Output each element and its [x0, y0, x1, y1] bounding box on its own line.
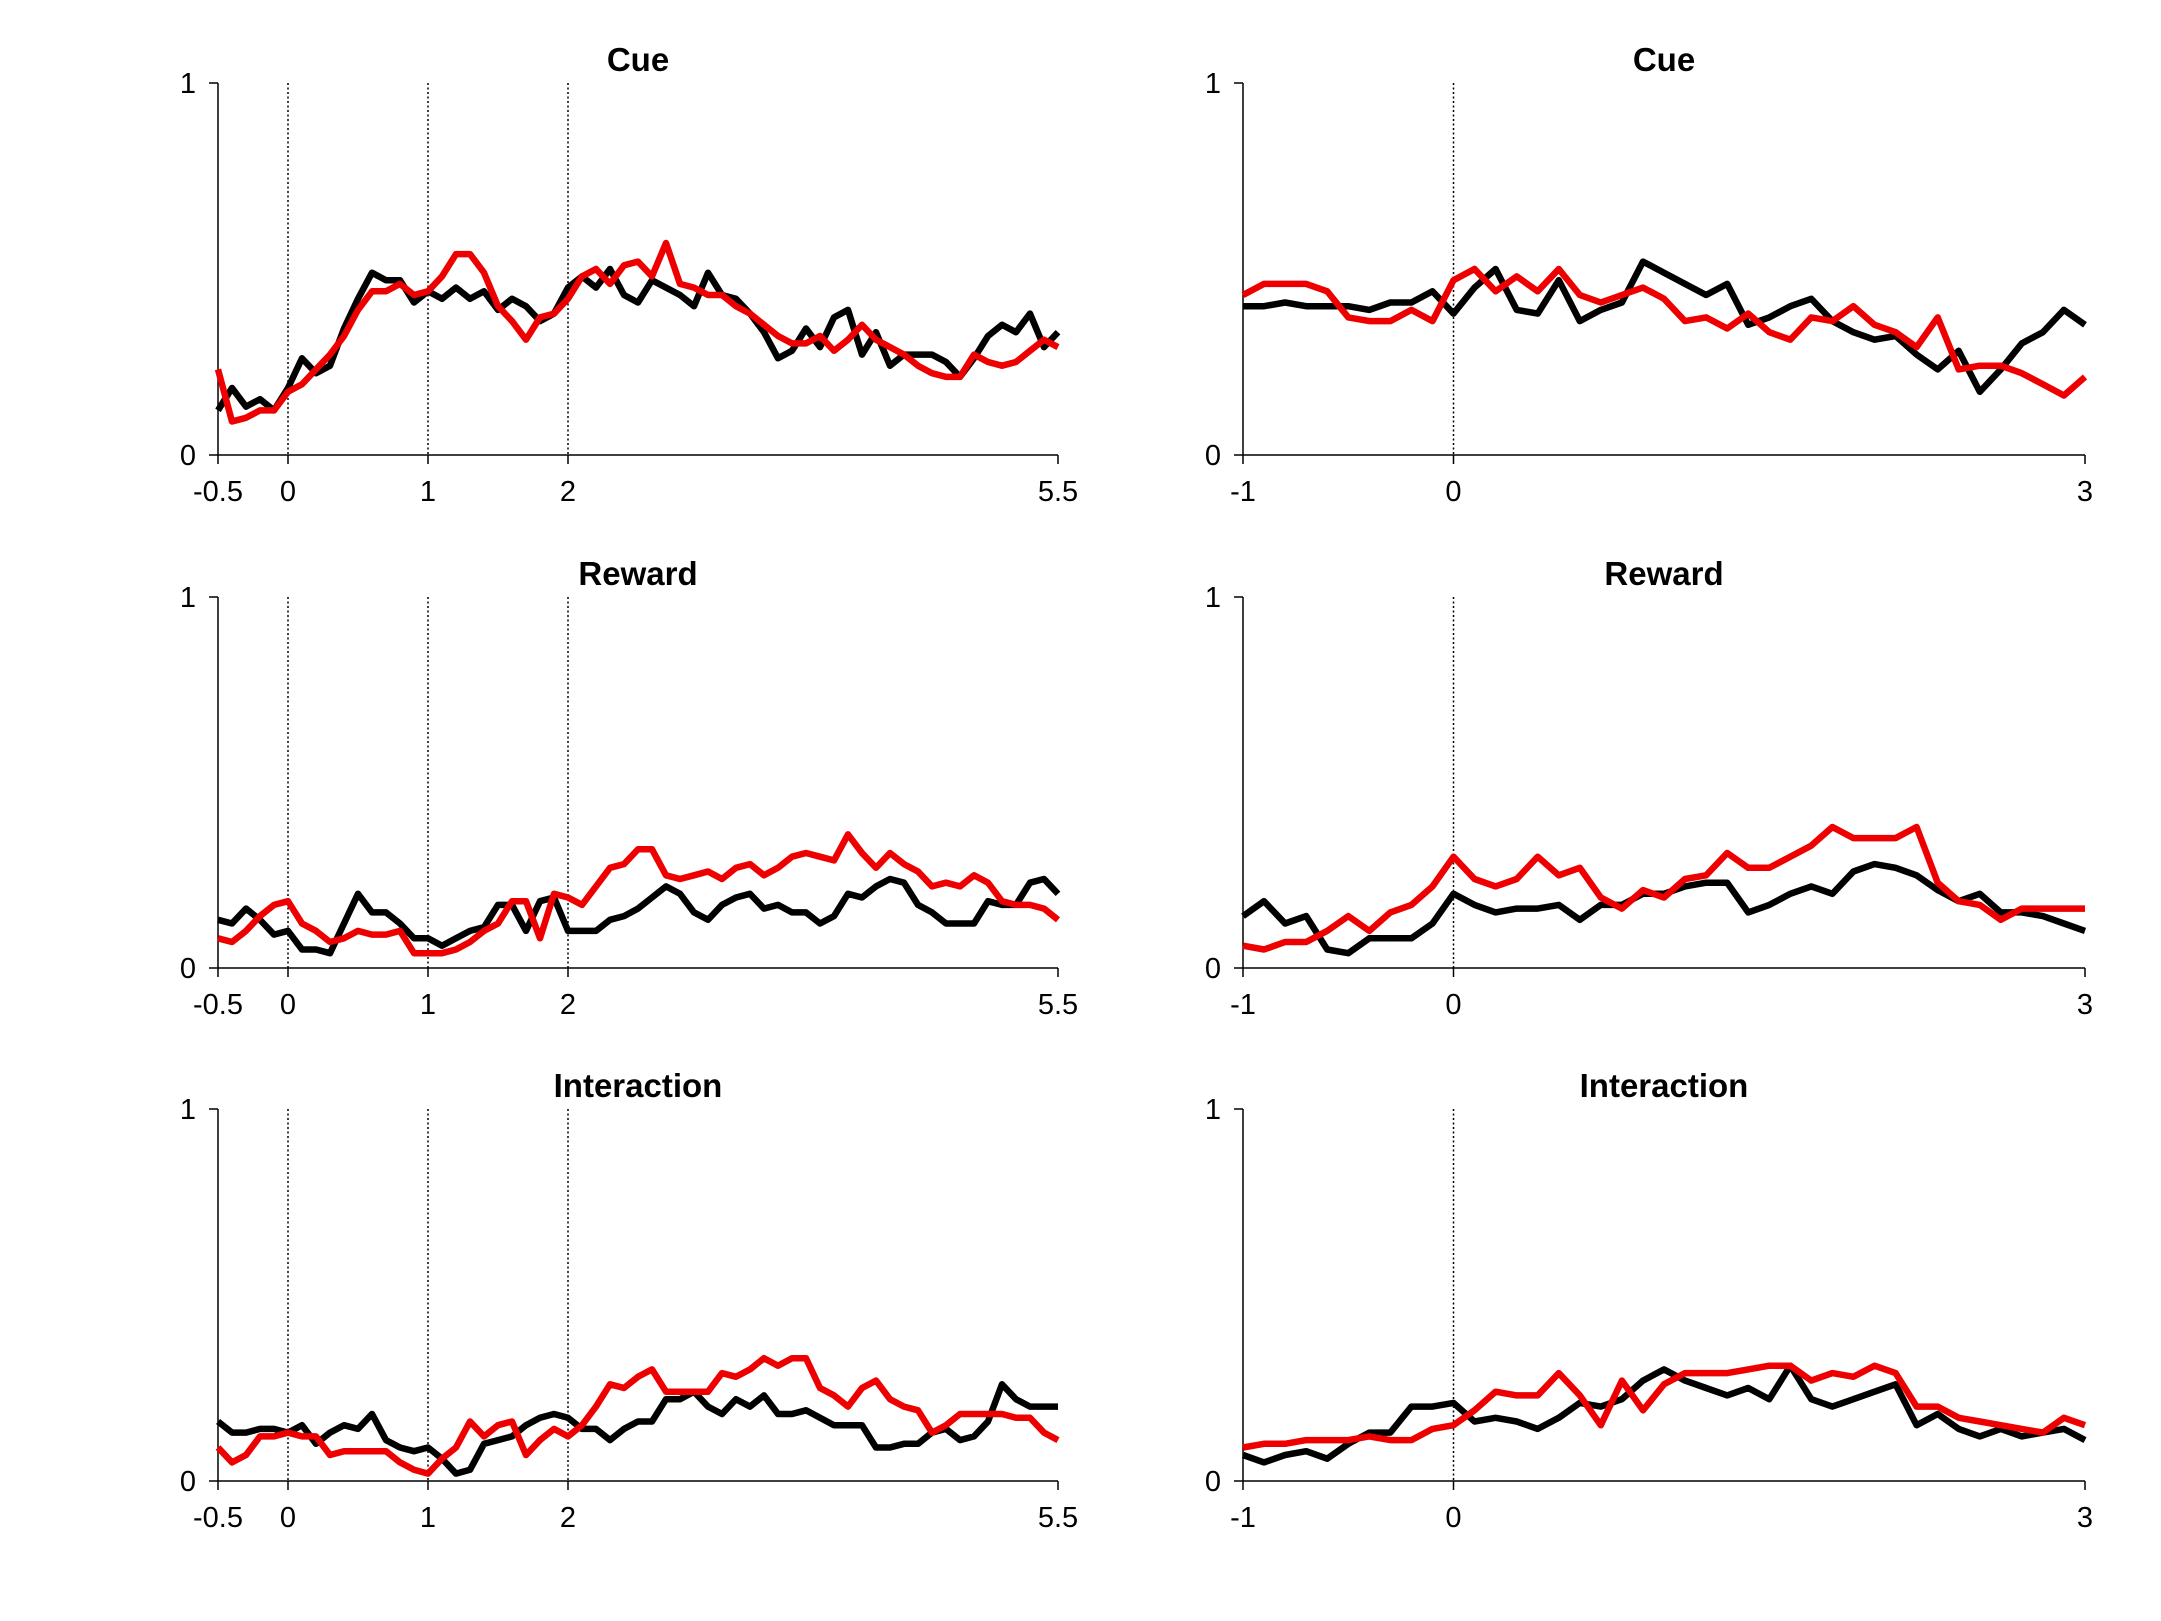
- x-tick-label: 0: [280, 989, 296, 1021]
- x-tick-label: 2: [560, 476, 576, 508]
- x-tick-label: -0.5: [193, 989, 243, 1021]
- series-line-red: [214, 239, 1060, 425]
- x-tick-label: 0: [280, 476, 296, 508]
- chart-panel-2: Cue 0 1 -1 0 3: [1205, 41, 2093, 508]
- chart-title: Reward: [578, 555, 697, 592]
- y-tick-label: 1: [1205, 582, 1221, 614]
- chart-title: Interaction: [1580, 1067, 1749, 1104]
- x-tick-label: -0.5: [193, 1502, 243, 1534]
- x-tick-label: 0: [1445, 989, 1461, 1021]
- y-tick-label: 1: [180, 582, 196, 614]
- chart-title: Interaction: [554, 1067, 723, 1104]
- x-tick-label: 1: [420, 476, 436, 508]
- x-tick-label: 5.5: [1038, 476, 1078, 508]
- x-tick-label: -0.5: [193, 476, 243, 508]
- y-tick-label: 0: [1205, 440, 1221, 472]
- y-tick-label: 0: [1205, 1466, 1221, 1498]
- series-line-red: [217, 831, 1061, 957]
- series-line-black: [1241, 860, 2087, 957]
- x-tick-label: 2: [560, 989, 576, 1021]
- x-tick-label: 3: [2077, 989, 2093, 1021]
- y-tick-label: 1: [180, 1094, 196, 1126]
- x-tick-label: 3: [2077, 1502, 2093, 1534]
- x-tick-label: -1: [1230, 1502, 1256, 1534]
- series-line-black: [217, 875, 1061, 957]
- chart-title: Cue: [607, 41, 669, 78]
- x-tick-label: -1: [1230, 989, 1256, 1021]
- series-line-black: [1243, 258, 2087, 396]
- x-tick-label: 1: [420, 989, 436, 1021]
- chart-title: Reward: [1604, 555, 1723, 592]
- x-tick-label: 0: [280, 1502, 296, 1534]
- y-tick-label: 0: [1205, 953, 1221, 985]
- y-tick-label: 1: [180, 68, 196, 100]
- y-tick-label: 1: [1205, 68, 1221, 100]
- chart-title: Cue: [1633, 41, 1695, 78]
- x-tick-label: 1: [420, 1502, 436, 1534]
- series-line-red: [1242, 1362, 2087, 1451]
- x-tick-label: 2: [560, 1502, 576, 1534]
- y-tick-label: 0: [180, 1466, 196, 1498]
- chart-panel-6: Interaction 0 1 -1 0 3: [1205, 1067, 2093, 1534]
- x-tick-label: 5.5: [1038, 1502, 1078, 1534]
- chart-panel-1: Cue 0 1 -0.5 0 1 2 5.5: [180, 41, 1078, 508]
- series-line-black: [1241, 1362, 2087, 1466]
- series-line-black: [215, 265, 1061, 414]
- x-tick-label: -1: [1230, 476, 1256, 508]
- series-line-red: [215, 1354, 1060, 1477]
- chart-panel-4: Reward 0 1 -1 0 3: [1205, 555, 2093, 1021]
- y-tick-label: 1: [1205, 1094, 1221, 1126]
- x-tick-label: 0: [1445, 476, 1461, 508]
- series-line-red: [1241, 265, 2088, 399]
- y-tick-label: 0: [180, 440, 196, 472]
- x-tick-label: 5.5: [1038, 989, 1078, 1021]
- x-tick-label: 0: [1445, 1502, 1461, 1534]
- chart-panel-5: Interaction 0 1 -0.5 0 1 2 5.5: [180, 1067, 1078, 1534]
- x-tick-label: 3: [2077, 476, 2093, 508]
- chart-panel-3: Reward 0 1 -0.5 0 1 2 5.5: [180, 555, 1078, 1021]
- series-line-red: [1242, 823, 2085, 953]
- series-line-black: [215, 1381, 1058, 1477]
- y-tick-label: 0: [180, 953, 196, 985]
